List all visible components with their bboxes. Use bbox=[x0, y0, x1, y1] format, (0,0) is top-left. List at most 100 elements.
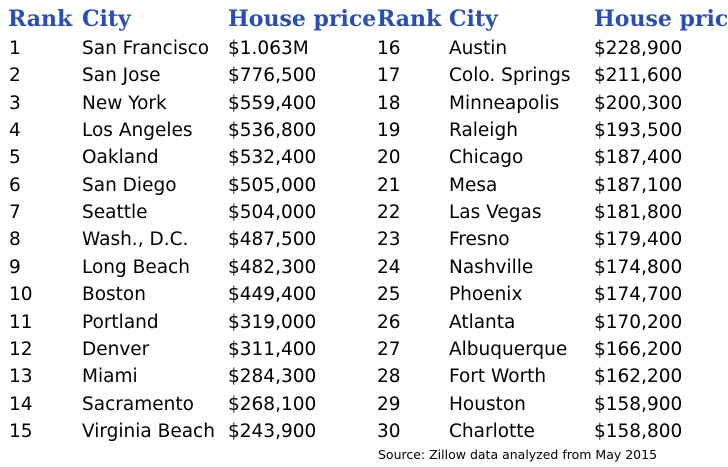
rank-cell: 27 bbox=[377, 338, 401, 360]
rank-cell: 22 bbox=[377, 202, 401, 224]
price-cell: $158,800 bbox=[594, 420, 683, 442]
table-row: 9 Long Beach $482,300 bbox=[0, 254, 728, 281]
rank-cell: 8 bbox=[9, 229, 21, 251]
rank-cell: 6 bbox=[9, 174, 21, 196]
rank-cell: 18 bbox=[377, 92, 401, 114]
rank-cell: 16 bbox=[377, 38, 401, 59]
table-row: 22 Las Vegas $181,800 bbox=[0, 199, 728, 226]
table-row: 15 Virginia Beach $243,900 bbox=[0, 418, 728, 445]
rank-cell: 9 bbox=[9, 256, 21, 278]
price-cell: $211,600 bbox=[594, 65, 683, 87]
rank-cell: 30 bbox=[377, 420, 401, 442]
city-cell: Oakland bbox=[82, 147, 159, 169]
city-cell: Miami bbox=[82, 366, 138, 388]
price-cell: $487,500 bbox=[228, 229, 317, 251]
price-cell: $174,800 bbox=[594, 256, 683, 278]
rank-cell: 23 bbox=[377, 229, 401, 251]
rank-cell: 21 bbox=[377, 174, 401, 196]
table-row: 20 Chicago $187,400 bbox=[0, 144, 728, 171]
price-cell: $158,900 bbox=[594, 393, 683, 415]
rank-cell: 13 bbox=[9, 366, 33, 388]
city-cell: Boston bbox=[82, 284, 146, 306]
table-row: 8 Wash., D.C. $487,500 bbox=[0, 226, 728, 253]
table-row: 6 San Diego $505,000 bbox=[0, 172, 728, 199]
city-cell: New York bbox=[82, 92, 167, 114]
left-city-header: City bbox=[82, 6, 131, 32]
price-cell: $170,200 bbox=[594, 311, 683, 333]
table-row: 5 Oakland $532,400 bbox=[0, 144, 728, 171]
price-cell: $311,400 bbox=[228, 338, 317, 360]
table-row: 14 Sacramento $268,100 bbox=[0, 391, 728, 418]
price-cell: $200,300 bbox=[594, 92, 683, 114]
city-cell: Raleigh bbox=[449, 120, 518, 142]
table-row: 29 Houston $158,900 bbox=[0, 391, 728, 418]
price-cell: $1.063M bbox=[228, 38, 309, 59]
price-cell: $504,000 bbox=[228, 202, 317, 224]
table-row: 13 Miami $284,300 bbox=[0, 363, 728, 390]
city-cell: Chicago bbox=[449, 147, 524, 169]
price-cell: $243,900 bbox=[228, 420, 317, 442]
city-cell: Colo. Springs bbox=[449, 65, 571, 87]
city-cell: Portland bbox=[82, 311, 159, 333]
table-row: 17 Colo. Springs $211,600 bbox=[0, 62, 728, 89]
price-cell: $187,100 bbox=[594, 174, 683, 196]
city-cell: Charlotte bbox=[449, 420, 535, 442]
city-cell: Denver bbox=[82, 338, 150, 360]
rank-cell: 25 bbox=[377, 284, 401, 306]
price-cell: $284,300 bbox=[228, 366, 317, 388]
price-cell: $193,500 bbox=[594, 120, 683, 142]
city-cell: Albuquerque bbox=[449, 338, 568, 360]
rank-cell: 2 bbox=[9, 65, 21, 87]
city-cell: Phoenix bbox=[449, 284, 523, 306]
price-cell: $505,000 bbox=[228, 174, 317, 196]
table-row: 24 Nashville $174,800 bbox=[0, 254, 728, 281]
table-row: 19 Raleigh $193,500 bbox=[0, 117, 728, 144]
price-cell: $174,700 bbox=[594, 284, 683, 306]
price-cell: $162,200 bbox=[594, 366, 683, 388]
table-row: 18 Minneapolis $200,300 bbox=[0, 90, 728, 117]
table-row: 1 San Francisco $1.063M bbox=[0, 35, 728, 62]
price-cell: $532,400 bbox=[228, 147, 317, 169]
rank-cell: 20 bbox=[377, 147, 401, 169]
rank-cell: 19 bbox=[377, 120, 401, 142]
table-row: 11 Portland $319,000 bbox=[0, 309, 728, 336]
price-cell: $449,400 bbox=[228, 284, 317, 306]
city-cell: Fresno bbox=[449, 229, 510, 251]
rank-cell: 14 bbox=[9, 393, 33, 415]
price-cell: $268,100 bbox=[228, 393, 317, 415]
table-row: 16 Austin $228,900 bbox=[0, 35, 728, 62]
city-cell: San Jose bbox=[82, 65, 161, 87]
city-cell: San Francisco bbox=[82, 38, 210, 59]
rank-cell: 11 bbox=[9, 311, 33, 333]
rank-cell: 1 bbox=[9, 38, 21, 59]
rank-cell: 12 bbox=[9, 338, 33, 360]
table-row: 23 Fresno $179,400 bbox=[0, 226, 728, 253]
city-cell: Fort Worth bbox=[449, 366, 547, 388]
table-row: 2 San Jose $776,500 bbox=[0, 62, 728, 89]
price-cell: $776,500 bbox=[228, 65, 317, 87]
rank-cell: 5 bbox=[9, 147, 21, 169]
left-price-header: House price bbox=[228, 6, 377, 32]
table-row: 25 Phoenix $174,700 bbox=[0, 281, 728, 308]
price-cell: $482,300 bbox=[228, 256, 317, 278]
rank-cell: 29 bbox=[377, 393, 401, 415]
price-cell: $536,800 bbox=[228, 120, 317, 142]
table-row: 3 New York $559,400 bbox=[0, 90, 728, 117]
price-cell: $559,400 bbox=[228, 92, 317, 114]
rank-cell: 17 bbox=[377, 65, 401, 87]
city-cell: Minneapolis bbox=[449, 92, 560, 114]
price-cell: $228,900 bbox=[594, 38, 683, 59]
city-cell: Nashville bbox=[449, 256, 534, 278]
table-row: 10 Boston $449,400 bbox=[0, 281, 728, 308]
table-row: 30 Charlotte $158,800 bbox=[0, 418, 728, 445]
table-row: 7 Seattle $504,000 bbox=[0, 199, 728, 226]
table-row: 28 Fort Worth $162,200 bbox=[0, 363, 728, 390]
city-cell: Austin bbox=[449, 38, 508, 59]
city-cell: Mesa bbox=[449, 174, 498, 196]
price-cell: $319,000 bbox=[228, 311, 317, 333]
table-row: 4 Los Angeles $536,800 bbox=[0, 117, 728, 144]
city-cell: Wash., D.C. bbox=[82, 229, 189, 251]
city-cell: Atlanta bbox=[449, 311, 516, 333]
price-cell: $181,800 bbox=[594, 202, 683, 224]
city-cell: Seattle bbox=[82, 202, 148, 224]
